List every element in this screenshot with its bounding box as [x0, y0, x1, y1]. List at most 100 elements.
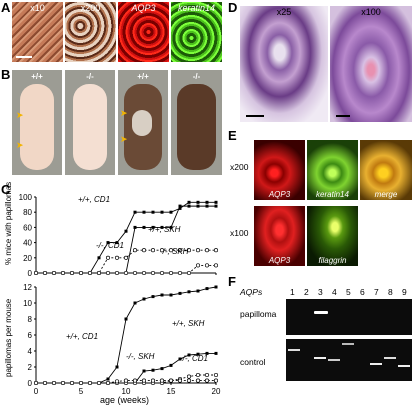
- data-point: [213, 248, 219, 253]
- mouse-photo-ko-skh: -/-: [65, 70, 115, 175]
- series-line: [36, 201, 216, 274]
- series-label: +/+, SKH: [172, 319, 205, 328]
- x-axis-label: age (weeks): [100, 395, 150, 405]
- x-tick-label: 5: [79, 387, 84, 396]
- data-point: [204, 372, 210, 378]
- row-label-control: control: [240, 357, 266, 367]
- y-tick-label: 80: [23, 208, 32, 217]
- data-point: [141, 248, 147, 253]
- mouse-photo-ko-cd1: -/-: [171, 70, 222, 175]
- y-tick-label: 8: [28, 315, 33, 324]
- row-label-papilloma: papilloma: [240, 309, 277, 319]
- lane-label: 4: [332, 287, 337, 297]
- data-point: [141, 270, 147, 276]
- data-point: [69, 270, 75, 276]
- data-point: [204, 378, 210, 383]
- data-point: [214, 200, 218, 204]
- gel-papilloma: [286, 299, 412, 335]
- data-point: [87, 380, 93, 386]
- data-point: [177, 270, 183, 276]
- lane-label: 5: [346, 287, 351, 297]
- data-point: [123, 255, 129, 260]
- data-point: [97, 256, 101, 260]
- aqp3-stain-image: AQP3: [118, 2, 169, 62]
- data-point: [133, 225, 137, 229]
- x-tick-label: 20: [212, 387, 221, 396]
- data-point: [178, 357, 182, 361]
- series-label: -/-, CD1: [180, 354, 208, 363]
- data-point: [115, 365, 119, 369]
- top-y-axis-label: % mice with papillomas: [4, 181, 13, 265]
- data-point: [168, 248, 174, 253]
- mouse-photo-wt-skh: +/+ ➤ ➤: [12, 70, 62, 175]
- data-point: [205, 200, 209, 204]
- data-point: [213, 263, 219, 268]
- data-point: [205, 287, 209, 291]
- lane-label: 7: [374, 287, 379, 297]
- series-line: [36, 249, 216, 274]
- data-point: [177, 378, 183, 383]
- data-point: [160, 225, 164, 229]
- gel-band: [314, 311, 328, 314]
- data-point: [142, 225, 146, 229]
- data-point: [160, 293, 164, 297]
- data-point: [186, 248, 192, 253]
- gel-band: [370, 363, 382, 365]
- aqp-header: AQPs: [240, 287, 263, 297]
- data-point: [187, 204, 191, 208]
- y-tick-label: 2: [28, 363, 33, 372]
- data-point: [178, 206, 182, 210]
- data-point: [96, 380, 102, 386]
- data-point: [87, 270, 93, 276]
- gel-band: [342, 343, 354, 345]
- data-point: [177, 248, 183, 253]
- data-point: [169, 363, 173, 367]
- data-point: [204, 248, 210, 253]
- arrow-icon: ➤: [16, 140, 24, 150]
- panel-e: x200 x100 AQP3 keratin14 merge AQP3 fila…: [228, 140, 412, 270]
- histology-x200-image: x200: [65, 2, 116, 62]
- data-point: [69, 380, 75, 386]
- data-point: [150, 248, 156, 253]
- panel-label-f: F: [228, 274, 236, 289]
- data-point: [159, 248, 165, 253]
- data-point: [168, 378, 174, 383]
- data-point: [186, 378, 192, 383]
- lane-label: 2: [304, 287, 309, 297]
- series-label: +/+, SKH: [148, 225, 181, 234]
- data-point: [124, 229, 128, 233]
- data-point: [151, 368, 155, 372]
- row-label-x200: x200: [230, 162, 249, 172]
- data-point: [178, 291, 182, 295]
- y-tick-label: 100: [19, 193, 33, 202]
- series-label: -/-, SKH: [160, 247, 189, 256]
- data-point: [78, 380, 84, 386]
- data-point: [195, 372, 201, 378]
- data-point: [142, 297, 146, 301]
- data-point: [204, 263, 210, 268]
- data-point: [168, 270, 174, 276]
- data-point: [169, 225, 173, 229]
- data-point: [60, 380, 66, 386]
- lane-label: 6: [360, 287, 365, 297]
- data-point: [51, 270, 57, 276]
- data-point: [205, 351, 209, 355]
- series-label: +/+, CD1: [78, 195, 110, 204]
- row-label-x100: x100: [230, 228, 249, 238]
- data-point: [96, 270, 102, 276]
- data-point: [33, 270, 39, 276]
- arrow-icon: ➤: [16, 110, 24, 120]
- y-tick-label: 0: [28, 269, 33, 278]
- data-point: [142, 369, 146, 373]
- data-point: [169, 210, 173, 214]
- x-tick-label: 0: [34, 387, 39, 396]
- gel-band: [398, 365, 410, 367]
- data-point: [213, 378, 219, 383]
- merge-x200-image: merge: [360, 140, 412, 200]
- data-point: [196, 200, 200, 204]
- data-point: [214, 351, 218, 355]
- data-point: [141, 378, 147, 383]
- data-point: [33, 380, 39, 386]
